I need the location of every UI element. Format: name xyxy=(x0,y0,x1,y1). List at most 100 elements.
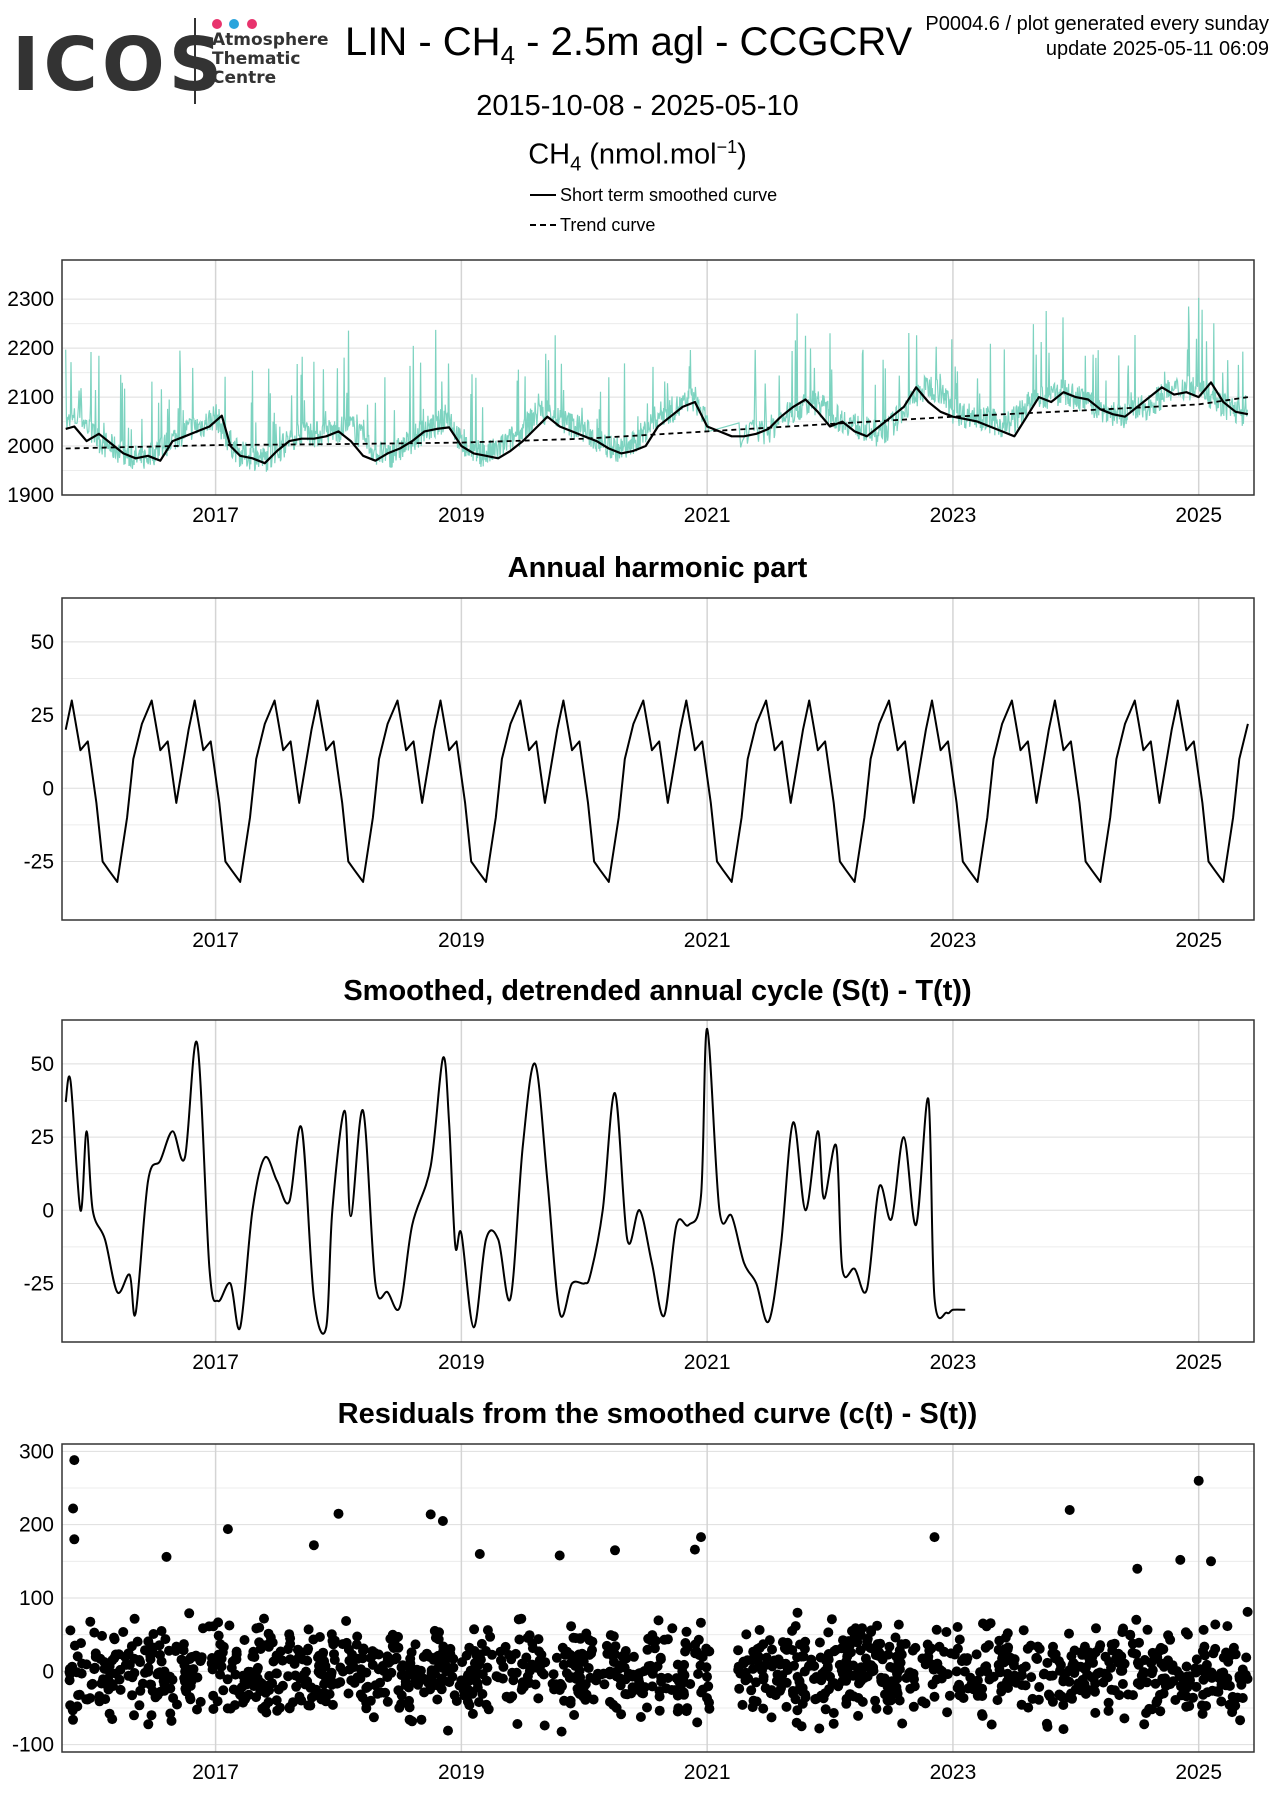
residual-point xyxy=(766,1712,777,1723)
residual-point xyxy=(1090,1707,1101,1718)
residual-point xyxy=(95,1653,106,1664)
x-tick-label: 2021 xyxy=(684,504,731,527)
residual-point xyxy=(1117,1627,1128,1638)
residual-point xyxy=(481,1646,491,1656)
unit-label: CH4 (nmol.mol−1) xyxy=(0,137,1275,176)
residual-point xyxy=(944,1690,955,1701)
residual-point xyxy=(1197,1700,1207,1711)
residual-point xyxy=(827,1678,838,1689)
residual-point xyxy=(1224,1649,1235,1660)
residual-point xyxy=(148,1629,159,1639)
residual-point xyxy=(195,1696,206,1707)
residual-point xyxy=(822,1663,833,1673)
residual-point xyxy=(566,1657,576,1668)
residual-point xyxy=(418,1673,429,1684)
residual-point xyxy=(432,1680,443,1691)
residual-point xyxy=(134,1655,145,1665)
x-tick-label: 2017 xyxy=(192,929,239,952)
residual-point xyxy=(1237,1664,1248,1675)
x-tick-label: 2023 xyxy=(930,1351,977,1374)
residual-point xyxy=(1084,1657,1095,1668)
residual-point xyxy=(754,1625,765,1635)
residual-point xyxy=(1210,1619,1221,1630)
residual-point xyxy=(647,1681,658,1692)
x-tick-label: 2021 xyxy=(684,929,731,952)
residual-point xyxy=(578,1656,589,1667)
residual-point xyxy=(518,1682,529,1692)
residual-point xyxy=(1083,1685,1094,1695)
y-tick-label: -25 xyxy=(24,1272,54,1295)
residual-point xyxy=(1146,1704,1157,1715)
residual-point xyxy=(438,1641,449,1652)
residual-point xyxy=(306,1682,317,1693)
residual-point xyxy=(1156,1658,1167,1669)
residual-outlier xyxy=(69,1534,80,1545)
plot-code: P0004.6 / plot generated every sunday xyxy=(925,13,1269,35)
residual-point xyxy=(301,1666,311,1677)
residual-point xyxy=(1208,1648,1219,1659)
residuals-panel-title: Residuals from the smoothed curve (c(t) … xyxy=(337,1398,978,1430)
logo-wordmark: ICOS xyxy=(12,22,227,108)
residual-point xyxy=(343,1688,354,1699)
residual-point xyxy=(733,1645,744,1656)
residual-point xyxy=(977,1709,987,1720)
residual-point xyxy=(672,1659,683,1670)
residual-point xyxy=(1067,1693,1077,1704)
residual-point xyxy=(647,1630,658,1641)
residual-point xyxy=(303,1700,314,1711)
residual-point xyxy=(405,1653,416,1664)
residual-point xyxy=(942,1669,953,1680)
residual-point xyxy=(738,1657,749,1668)
residual-point xyxy=(1025,1640,1036,1651)
residual-outlier xyxy=(696,1532,706,1543)
residual-point xyxy=(667,1623,678,1634)
residual-point xyxy=(1155,1706,1166,1717)
residual-point xyxy=(845,1647,856,1658)
harmonic-curve xyxy=(64,699,1249,883)
residual-point xyxy=(1235,1715,1246,1726)
residual-point xyxy=(557,1642,568,1653)
residual-point xyxy=(653,1615,664,1626)
title-part-2: - 2.5m agl - CCGCRV xyxy=(515,20,913,64)
residual-point xyxy=(264,1671,275,1681)
residual-point xyxy=(129,1710,139,1721)
residual-point xyxy=(284,1702,295,1713)
logo-dot xyxy=(229,19,240,29)
residual-point xyxy=(65,1625,76,1636)
residual-point xyxy=(685,1679,696,1689)
residual-point xyxy=(568,1632,579,1643)
residual-point xyxy=(251,1623,262,1634)
residual-point xyxy=(586,1648,597,1659)
residual-point xyxy=(64,1675,75,1686)
legend-label: Short term smoothed curve xyxy=(560,184,778,205)
residual-point xyxy=(834,1659,845,1670)
residual-point xyxy=(491,1671,502,1682)
residual-point xyxy=(693,1669,704,1679)
plot-frame xyxy=(61,259,1255,496)
residual-point xyxy=(908,1701,919,1712)
plot-frame xyxy=(61,1019,1255,1343)
residual-point xyxy=(64,1667,75,1677)
residual-point xyxy=(96,1678,107,1689)
residual-point xyxy=(192,1704,202,1715)
residual-point xyxy=(1155,1689,1165,1700)
x-tick-label: 2025 xyxy=(1175,504,1222,527)
residual-point xyxy=(94,1696,105,1707)
residual-point xyxy=(512,1719,523,1729)
residual-outlier xyxy=(1175,1554,1186,1565)
x-tick-label: 2021 xyxy=(684,1351,731,1374)
residual-point xyxy=(1092,1668,1103,1679)
residual-point xyxy=(132,1636,143,1647)
residual-point xyxy=(1181,1691,1192,1702)
unit-close: ) xyxy=(737,138,747,171)
residual-point xyxy=(180,1666,191,1677)
residual-point xyxy=(556,1726,567,1737)
residual-point xyxy=(146,1679,157,1690)
residual-point xyxy=(871,1703,882,1714)
residual-point xyxy=(897,1718,908,1729)
x-tick-label: 2019 xyxy=(438,929,485,952)
residual-point xyxy=(617,1651,628,1662)
residual-point xyxy=(396,1698,407,1709)
residual-point xyxy=(261,1707,272,1718)
legend-swatch-solid xyxy=(530,194,556,196)
